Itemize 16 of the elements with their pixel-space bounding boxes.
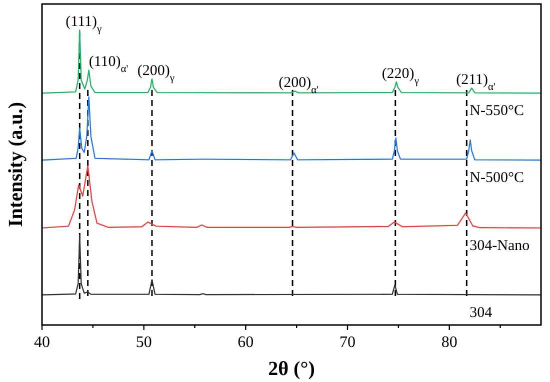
x-tick-label: 70 [340, 334, 356, 351]
x-tick-label: 60 [238, 334, 254, 351]
series-label: N-550°C [470, 103, 524, 120]
series-label: N-500°C [470, 170, 524, 186]
annotation: (110)$_{α'}$ [88, 54, 128, 75]
series-label: 304 [470, 304, 493, 321]
annotation: (200)$_{γ}$ [137, 62, 175, 84]
annotation: (211)$_{α'}$ [456, 72, 496, 93]
annotation: (220)$_{γ}$ [382, 66, 420, 86]
y-axis-title: Intensity (a.u.) [5, 102, 27, 228]
x-tick-label: 50 [136, 334, 152, 351]
annotation: (111)$_{γ}$ [66, 14, 102, 34]
series-label: 304-Nano [470, 238, 530, 254]
x-tick-label: 80 [441, 334, 458, 351]
x-axis-title: 2θ (°) [268, 358, 315, 380]
x-tick-label: 40 [34, 334, 50, 351]
